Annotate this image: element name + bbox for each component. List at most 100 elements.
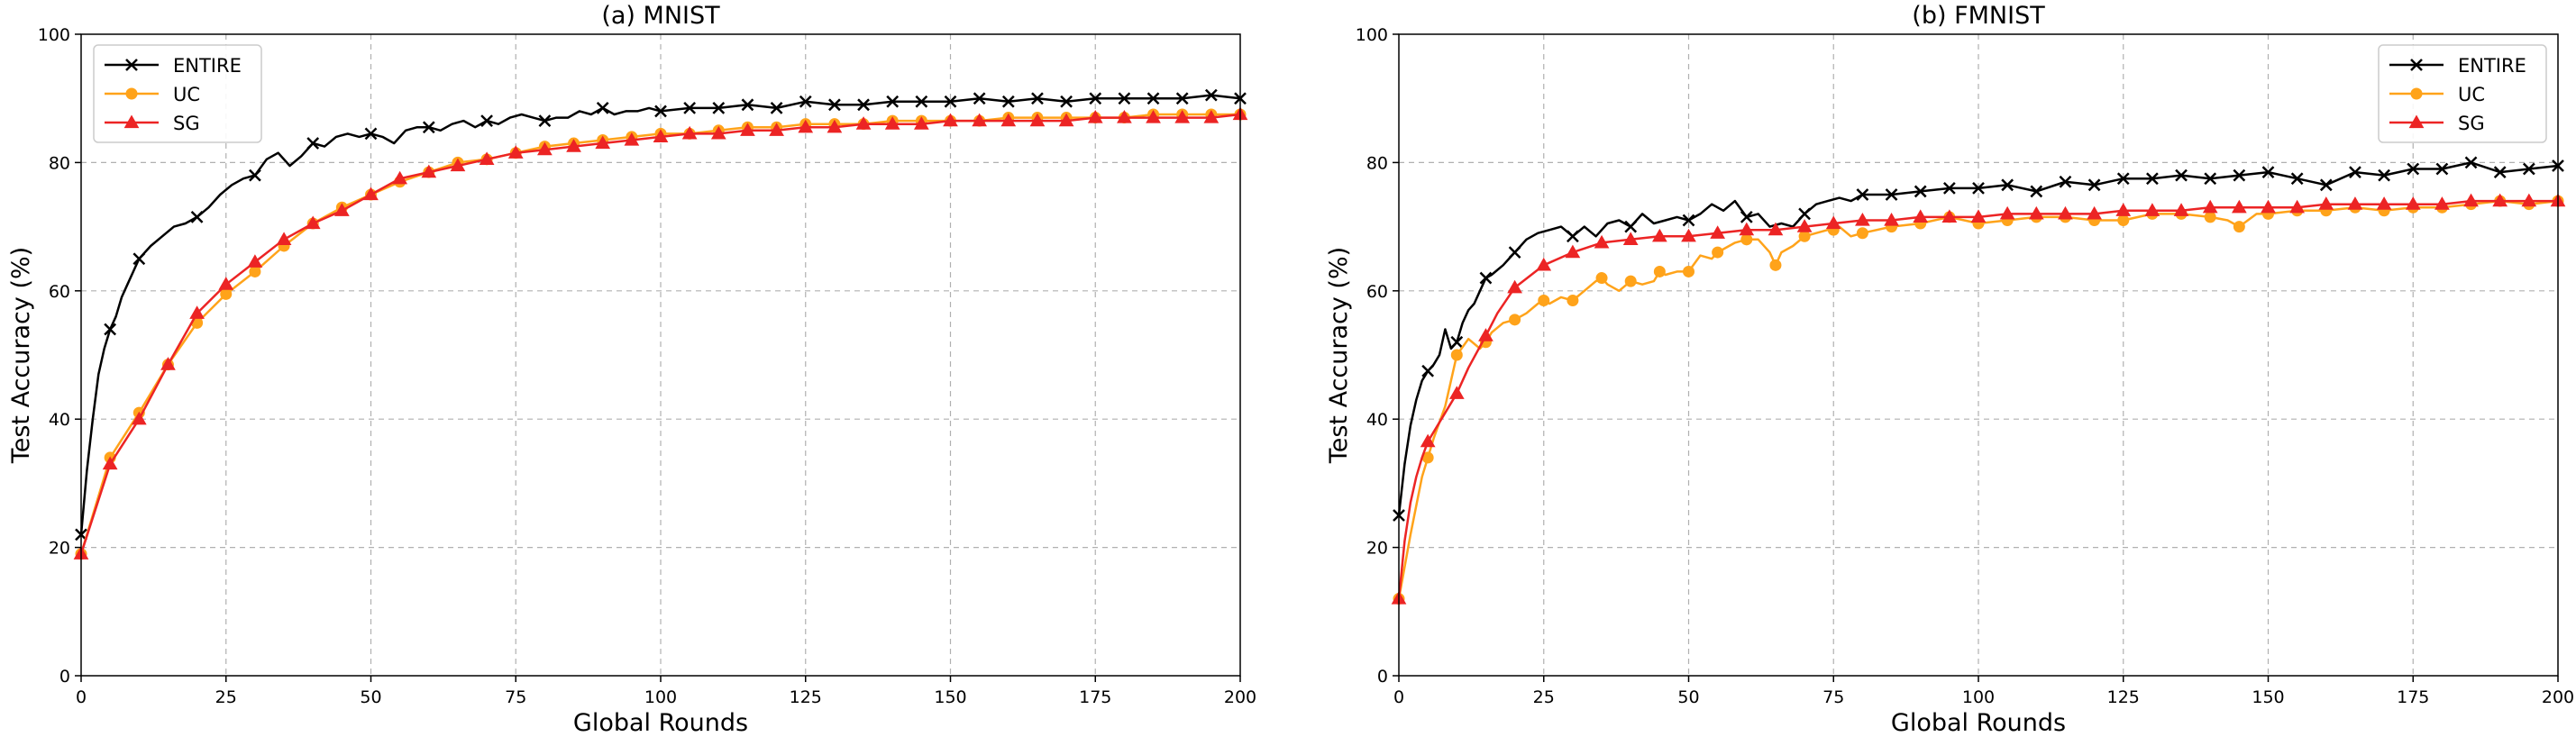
data-point-entire — [2175, 168, 2188, 182]
x-tick-label: 0 — [1393, 687, 1404, 707]
data-point-entire — [190, 211, 204, 223]
data-point-entire — [306, 137, 320, 150]
data-point-sg — [1739, 222, 1755, 236]
data-point-sg — [1174, 110, 1191, 123]
data-point-sg — [913, 116, 929, 130]
data-point-sg — [1884, 212, 1899, 226]
data-point-sg — [2115, 203, 2132, 216]
x-tick-label: 125 — [2107, 687, 2140, 707]
data-point-uc — [1856, 227, 1868, 240]
data-point-entire — [132, 252, 146, 266]
x-axis-label: Global Rounds — [1891, 709, 2066, 737]
series-entire — [75, 88, 1247, 541]
data-point-sg — [681, 125, 698, 140]
data-point-entire — [1740, 211, 1753, 223]
y-tick-label: 0 — [1377, 667, 1388, 687]
data-point-entire — [2116, 172, 2130, 186]
legend-marker — [125, 87, 138, 100]
x-tick-label: 75 — [1822, 687, 1844, 707]
data-point-sg — [2261, 199, 2276, 214]
data-point-entire — [1624, 220, 1638, 233]
data-point-sg — [189, 305, 205, 319]
data-point-sg — [363, 187, 379, 201]
data-point-sg — [740, 123, 755, 136]
data-point-entire — [2378, 168, 2390, 182]
data-point-sg — [1941, 209, 1958, 223]
legend-marker — [2410, 87, 2423, 100]
data-point-entire — [741, 98, 754, 112]
data-point-sg — [1420, 433, 1436, 448]
data-point-sg — [1058, 113, 1074, 127]
data-point-entire — [654, 105, 667, 118]
data-point-uc — [1769, 259, 1782, 271]
data-point-sg — [305, 215, 321, 230]
data-point-sg — [537, 141, 553, 156]
data-point-uc — [249, 265, 261, 278]
data-point-entire — [1972, 181, 1985, 195]
data-point-sg — [827, 119, 843, 133]
data-point-sg — [1622, 232, 1639, 245]
series-line-sg — [1397, 199, 2558, 599]
y-tick-label: 80 — [1366, 153, 1388, 173]
data-point-sg — [798, 119, 814, 133]
chart-title: (a) MNIST — [601, 2, 720, 30]
data-point-entire — [1031, 92, 1044, 105]
y-tick-label: 0 — [59, 667, 70, 687]
data-point-entire — [770, 101, 783, 114]
data-point-entire — [2030, 185, 2043, 198]
data-point-entire — [1146, 92, 1160, 105]
data-point-sg — [1651, 228, 1667, 242]
data-point-sg — [1855, 212, 1870, 226]
data-point-entire — [2522, 162, 2535, 176]
data-point-entire — [1001, 95, 1015, 108]
x-tick-label: 175 — [2397, 687, 2429, 707]
data-point-entire — [2435, 162, 2449, 176]
x-tick-label: 100 — [644, 687, 677, 707]
x-tick-label: 200 — [1224, 687, 1256, 707]
data-point-entire — [2319, 178, 2333, 192]
data-point-sg — [1117, 110, 1132, 123]
data-point-entire — [1479, 271, 1493, 285]
data-point-uc — [1712, 246, 1724, 259]
data-point-sg — [1999, 205, 2015, 220]
legend-label: ENTIRE — [173, 55, 242, 77]
x-tick-label: 0 — [76, 687, 87, 707]
legend-item-entire: ENTIRE — [105, 55, 242, 77]
data-point-sg — [1768, 222, 1784, 236]
x-tick-label: 50 — [360, 687, 381, 707]
data-point-entire — [596, 101, 609, 114]
data-point-uc — [1595, 272, 1608, 285]
data-point-sg — [943, 113, 958, 127]
data-point-uc — [2117, 214, 2130, 226]
data-point-sg — [653, 129, 669, 143]
data-point-sg — [421, 164, 437, 178]
chart-title: (b) FMNIST — [1912, 2, 2045, 30]
series-entire — [1393, 156, 2564, 522]
data-point-uc — [1683, 265, 1694, 278]
data-point-sg — [595, 135, 611, 150]
data-point-sg — [710, 125, 726, 140]
data-point-entire — [712, 101, 726, 114]
y-tick-label: 40 — [49, 410, 70, 430]
data-point-uc — [1624, 275, 1637, 287]
legend-label: UC — [2458, 84, 2485, 105]
data-point-sg — [2463, 193, 2479, 207]
y-tick-label: 100 — [1356, 25, 1388, 45]
data-point-entire — [799, 95, 812, 108]
data-point-sg — [2318, 196, 2334, 210]
data-point-uc — [2204, 211, 2216, 223]
data-point-sg — [1710, 225, 1726, 239]
data-point-entire — [1118, 92, 1131, 105]
y-tick-label: 60 — [1366, 282, 1388, 302]
data-point-sg — [1087, 110, 1103, 123]
data-point-sg — [479, 151, 495, 165]
legend-marker — [125, 59, 138, 71]
data-point-sg — [2347, 196, 2363, 210]
data-point-sg — [2492, 193, 2508, 207]
data-point-sg — [450, 158, 466, 172]
data-point-sg — [2376, 196, 2392, 210]
data-point-sg — [1594, 234, 1610, 249]
x-tick-label: 200 — [2542, 687, 2574, 707]
data-point-sg — [884, 116, 900, 130]
y-tick-label: 40 — [1366, 410, 1388, 430]
